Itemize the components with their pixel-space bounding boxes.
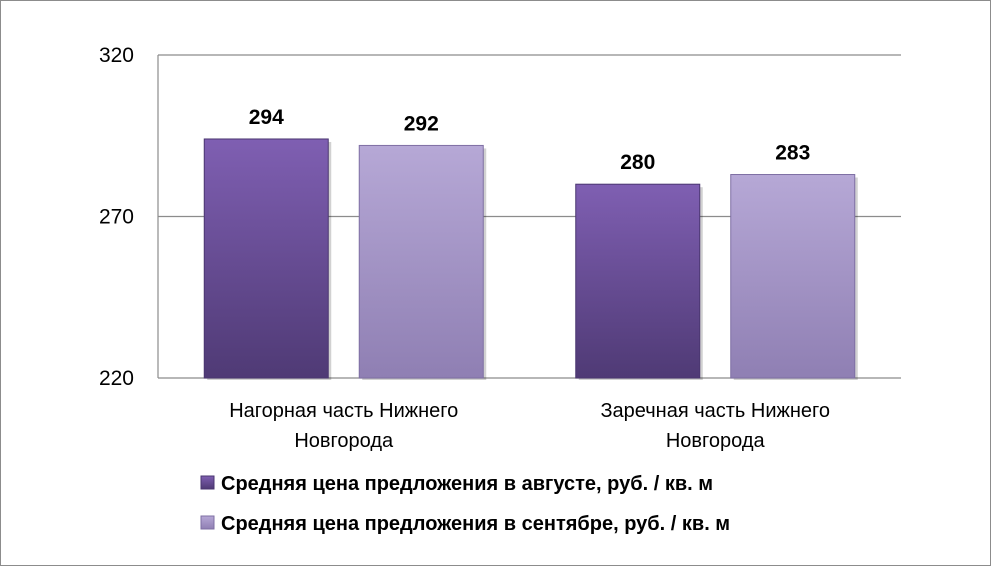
data-labels: 294 292 280 283 bbox=[249, 106, 811, 174]
legend-label-2: Средняя цена предложения в сентябре, руб… bbox=[221, 513, 730, 535]
x-category-label: Новгорода bbox=[666, 430, 766, 452]
data-label: 283 bbox=[775, 142, 810, 165]
y-tick-label: 320 bbox=[99, 44, 134, 67]
y-tick-label: 270 bbox=[99, 206, 134, 229]
bar-august-2 bbox=[575, 183, 701, 379]
legend: Средняя цена предложения в августе, руб.… bbox=[200, 473, 730, 535]
legend-swatch-1 bbox=[200, 475, 215, 490]
data-label: 280 bbox=[620, 151, 655, 174]
bar-september-2 bbox=[730, 174, 856, 379]
x-category-label: Заречная часть Нижнего bbox=[600, 400, 830, 422]
legend-label-1: Средняя цена предложения в августе, руб.… bbox=[221, 473, 713, 495]
bar-september-1 bbox=[358, 144, 484, 379]
y-tick-label: 220 bbox=[99, 367, 134, 390]
x-category-label: Нагорная часть Нижнего bbox=[229, 400, 458, 422]
bar-august-1 bbox=[203, 138, 329, 379]
x-category-label: Новгорода bbox=[294, 430, 394, 452]
data-label: 294 bbox=[249, 106, 284, 129]
data-label: 292 bbox=[404, 112, 439, 135]
legend-swatch-2 bbox=[200, 515, 215, 530]
x-axis-labels: Нагорная часть Нижнего Новгорода Заречная … bbox=[229, 400, 830, 452]
y-axis: 220 270 320 bbox=[99, 44, 159, 390]
bars bbox=[203, 138, 858, 380]
